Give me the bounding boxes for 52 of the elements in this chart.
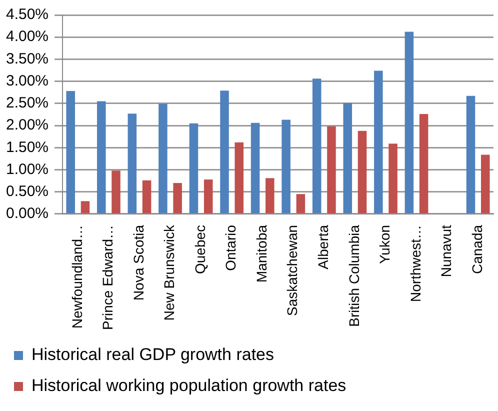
bar (97, 101, 106, 214)
x-tick-label: Nova Scotia (130, 224, 146, 300)
y-tick-label: 3.00% (6, 72, 49, 90)
y-tick-label: 2.00% (6, 116, 49, 134)
x-tick-label: Quebec (192, 224, 208, 274)
bar (250, 122, 260, 214)
bar (358, 130, 367, 214)
bar (343, 102, 352, 214)
bar (128, 114, 137, 214)
bar (80, 201, 90, 214)
bar (204, 179, 213, 214)
bar (327, 126, 336, 214)
bar (296, 194, 306, 214)
x-tick-label: Northwest… (407, 224, 424, 302)
bar (220, 90, 229, 214)
x-tick-label: Nunavut (438, 224, 454, 278)
bar (404, 32, 414, 214)
bar (234, 142, 244, 214)
x-tick-label: British Columbia (346, 224, 362, 327)
y-tick-label: 3.50% (6, 50, 49, 68)
y-tick-label: 0.00% (6, 205, 49, 222)
legend-label: Historical working population growth rates (32, 376, 346, 396)
bar (388, 144, 398, 214)
bar (466, 96, 476, 214)
x-tick-label: Ontario (222, 224, 239, 271)
bar (419, 114, 428, 214)
x-tick-label: Saskatchewan (284, 224, 300, 316)
y-tick-label: 4.00% (6, 28, 49, 46)
y-tick-label: 4.50% (6, 6, 49, 24)
y-tick-label: 2.50% (6, 94, 49, 112)
bar (266, 178, 274, 214)
bar (112, 170, 120, 214)
bar (480, 154, 490, 214)
y-tick-label: 1.50% (6, 138, 49, 156)
x-tick-label: Newfoundland… (68, 224, 85, 328)
x-tick-label: Manitoba (253, 224, 270, 283)
legend-label: Historical real GDP growth rates (32, 345, 274, 364)
x-tick-label: Alberta (315, 224, 332, 270)
x-tick-label: Canada (468, 224, 485, 274)
x-tick-label: New Brunswick (161, 224, 178, 321)
bar (189, 123, 198, 214)
bar (374, 70, 383, 214)
bar (142, 180, 152, 214)
bar (158, 104, 168, 214)
x-tick-label: Prince Edward… (100, 224, 116, 330)
bar (312, 78, 322, 214)
y-tick-label: 1.00% (6, 160, 49, 178)
bar (282, 120, 290, 214)
y-tick-label: 0.50% (6, 182, 49, 200)
bar (173, 183, 182, 214)
x-tick-label: Yukon (376, 224, 393, 264)
bar (66, 91, 75, 214)
